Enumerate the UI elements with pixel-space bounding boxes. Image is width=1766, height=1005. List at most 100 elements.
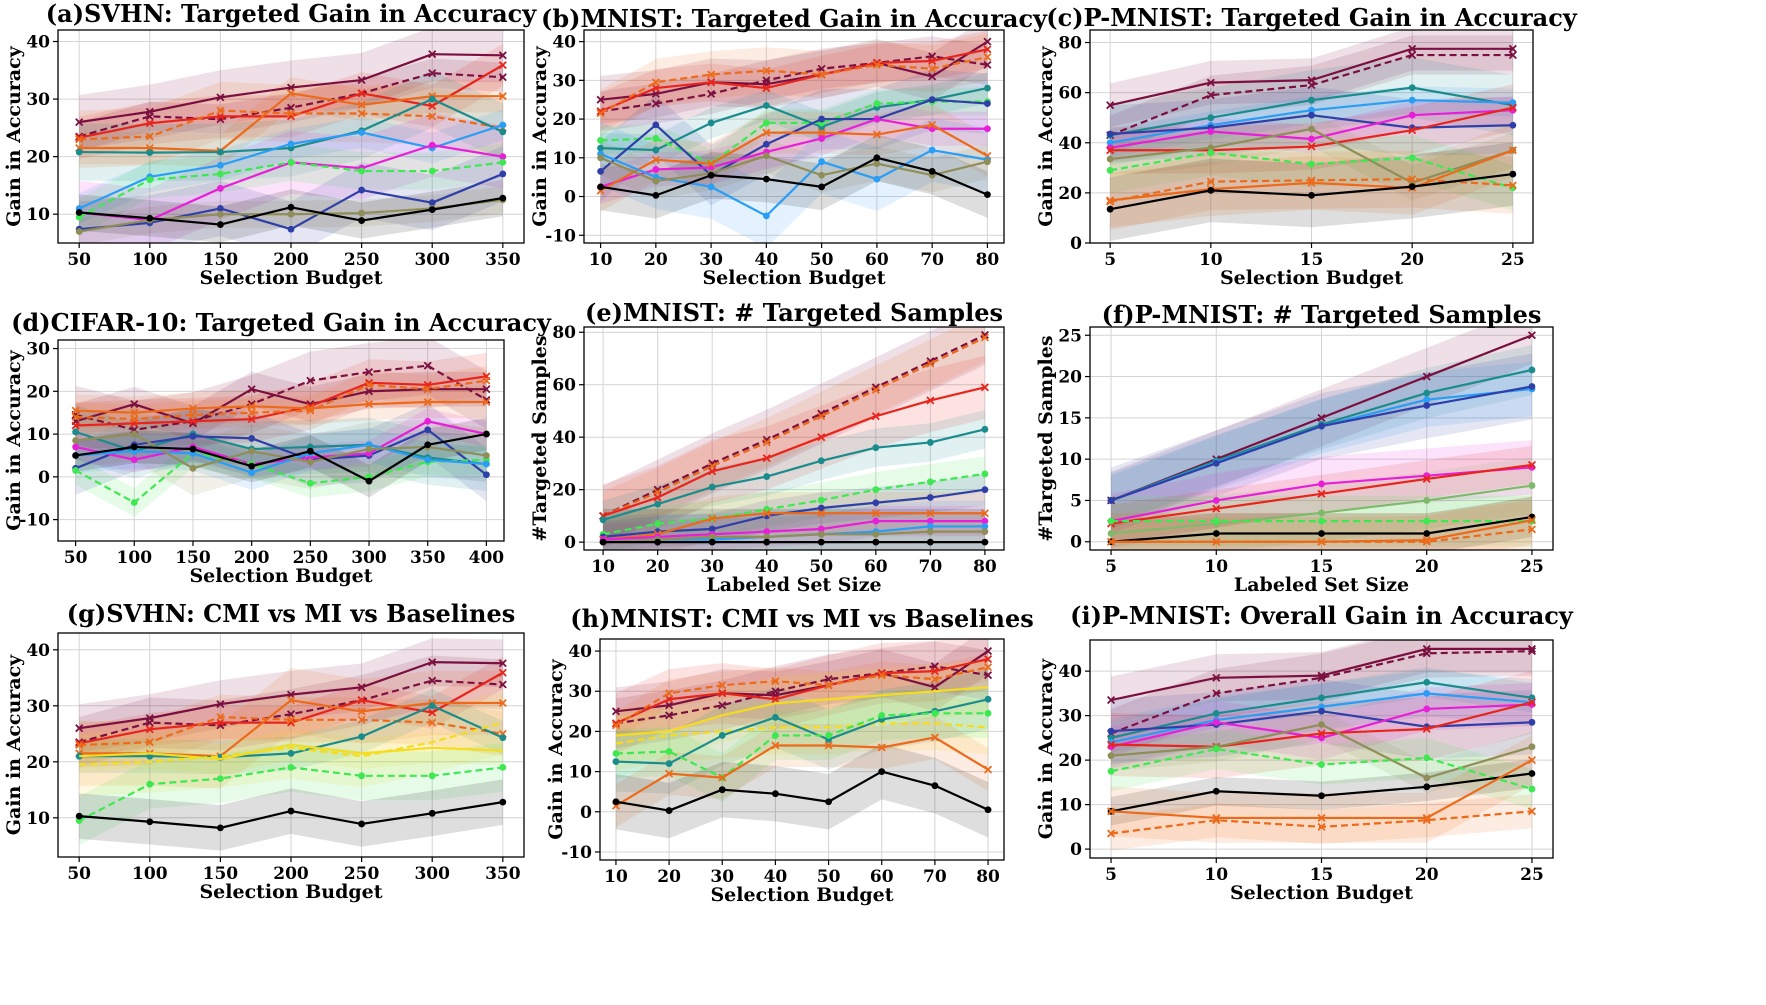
chart-7-marker-s10-4 — [825, 798, 832, 806]
chart-0-band-s10 — [79, 146, 503, 243]
chart-1-marker-s11-0 — [597, 154, 604, 162]
chart-8-lines — [1107, 644, 1536, 838]
chart-1-marker-s4-0 — [596, 109, 605, 118]
chart-8-marker-s7-4 — [1527, 698, 1536, 707]
chart-1-marker-s11-7 — [984, 158, 991, 166]
chart-7-marker-s9-5 — [877, 743, 886, 752]
chart-4-marker-s10-2 — [708, 533, 716, 541]
chart-5-lines — [1107, 331, 1536, 546]
chart-5-ytick-2: 10 — [1058, 450, 1082, 470]
chart-3-marker-s4-0 — [71, 412, 80, 422]
chart-3-marker-s2-6 — [423, 361, 432, 370]
chart-2-xtick-0: 5 — [1104, 250, 1116, 270]
chart-6-xtick-2: 150 — [203, 864, 239, 884]
chart-4-marker-s11-1 — [654, 538, 662, 546]
chart-3-marker-s4-5 — [364, 380, 374, 389]
chart-2-marker-s8-2 — [1308, 125, 1315, 133]
chart-3-line-s12 — [75, 433, 487, 483]
chart-2-marker-s4-3 — [1408, 96, 1416, 104]
chart-3-ytick-4: 30 — [26, 340, 50, 360]
chart-1-ytick-2: 10 — [552, 149, 576, 169]
chart-3-marker-s4-7 — [482, 376, 491, 385]
chart-1-marker-s8-5 — [873, 115, 881, 123]
chart-6-ytick-2: 30 — [26, 697, 50, 717]
chart-1-marker-s7-4 — [818, 115, 826, 123]
chart-0-marker-s4-2 — [216, 106, 225, 115]
chart-1-line-s1 — [600, 40, 989, 101]
chart-0-band-s7 — [79, 109, 503, 224]
chart-7-band-s5 — [615, 660, 989, 763]
chart-0-bands — [79, 30, 503, 243]
chart-7-marker-s4-7 — [984, 663, 993, 672]
chart-6-marker-s10-0 — [75, 812, 83, 820]
chart-8-marker-s3-1 — [1212, 710, 1220, 717]
chart-7-marker-s3-0 — [611, 719, 620, 728]
chart-2-marker-s3-2 — [1308, 96, 1315, 104]
chart-0-marker-s5-6 — [498, 92, 507, 101]
chart-8-marker-s3-2 — [1318, 694, 1325, 702]
chart-7-marker-s8-6 — [931, 709, 939, 717]
chart-0-marker-s11-0 — [75, 228, 83, 235]
chart-2-marker-s12-0 — [1106, 205, 1114, 213]
chart-4-marker-s3-6 — [926, 396, 935, 405]
chart-3-ytick-0: -10 — [19, 511, 50, 531]
chart-1-marker-s5-3 — [762, 102, 770, 109]
chart-8-ytick-3: 30 — [1058, 707, 1082, 727]
chart-8-marker-s9-0 — [1107, 767, 1115, 775]
chart-5-marker-s4-3 — [1423, 402, 1431, 409]
chart-5-marker-s4-1 — [1212, 459, 1220, 467]
chart-3-marker-s1-5 — [364, 387, 374, 396]
chart-1-ylabel: Gain in Accuracy — [529, 45, 551, 226]
chart-1-marker-s6-1 — [652, 135, 660, 142]
chart-8-band-s11 — [1111, 735, 1532, 843]
chart-5-marker-s9-2 — [1318, 530, 1325, 537]
chart-1-marker-s6-0 — [597, 136, 604, 144]
chart-8-xtick-3: 20 — [1415, 865, 1439, 885]
chart-0-marker-s8-5 — [428, 141, 436, 149]
chart-7-band-s3 — [615, 639, 989, 754]
chart-3-marker-s11-4 — [306, 458, 314, 466]
chart-4-ytick-2: 40 — [552, 428, 576, 448]
chart-7-marker-s8-1 — [665, 748, 673, 755]
chart-1-marker-s2-1 — [651, 99, 660, 108]
chart-7-marker-s10-2 — [718, 786, 726, 794]
chart-2-marker-s7-4 — [1508, 103, 1517, 112]
chart-5-marker-s3-3 — [1423, 396, 1431, 404]
chart-4-marker-s8-4 — [817, 525, 825, 533]
chart-6-marker-s9-1 — [146, 780, 154, 788]
chart-1-marker-s7-6 — [928, 96, 936, 104]
chart-6-marker-s10-4 — [358, 820, 366, 828]
chart-1-band-s8 — [600, 101, 988, 204]
chart-7-marker-s2-4 — [824, 675, 833, 684]
chart-0-marker-s6-1 — [146, 149, 154, 157]
chart-2-band-s4 — [1110, 86, 1513, 157]
chart-0-marker-s9-4 — [358, 167, 366, 175]
chart-5-marker-s10-4 — [1527, 525, 1536, 534]
chart-4-marker-s10-7 — [981, 528, 989, 536]
chart-8-xtick-2: 15 — [1310, 865, 1334, 885]
chart-8-marker-s6-1 — [1212, 718, 1220, 726]
chart-1-marker-s3-7 — [983, 45, 992, 54]
chart-1-ytick-3: 20 — [552, 110, 576, 130]
chart-4-xtick-3: 40 — [755, 557, 779, 577]
chart-1-marker-s3-0 — [596, 107, 605, 116]
chart-3-band-s2 — [75, 340, 487, 459]
chart-0-marker-s1-4 — [357, 76, 366, 85]
chart-0-marker-s7-4 — [358, 129, 366, 136]
chart-6-marker-s9-2 — [216, 775, 224, 782]
chart-0-marker-s5-4 — [357, 100, 366, 109]
chart-6-marker-s4-2 — [216, 712, 225, 722]
chart-2-marker-s2-2 — [1307, 81, 1316, 90]
chart-1-marker-s10-2 — [707, 183, 715, 191]
chart-7-xlabel: Selection Budget — [710, 884, 893, 906]
chart-4-marker-s11-6 — [926, 538, 934, 546]
chart-5-marker-s5-2 — [1318, 480, 1325, 488]
chart-4-marker-s1-7 — [980, 330, 989, 339]
chart-0-marker-s1-0 — [75, 118, 84, 127]
chart-2-marker-s3-3 — [1408, 84, 1416, 92]
chart-3-line-s5 — [75, 400, 487, 414]
chart-7-marker-s4-6 — [930, 675, 939, 684]
chart-8-marker-s7-0 — [1107, 740, 1116, 749]
chart-2-marker-s12-4 — [1509, 170, 1517, 178]
